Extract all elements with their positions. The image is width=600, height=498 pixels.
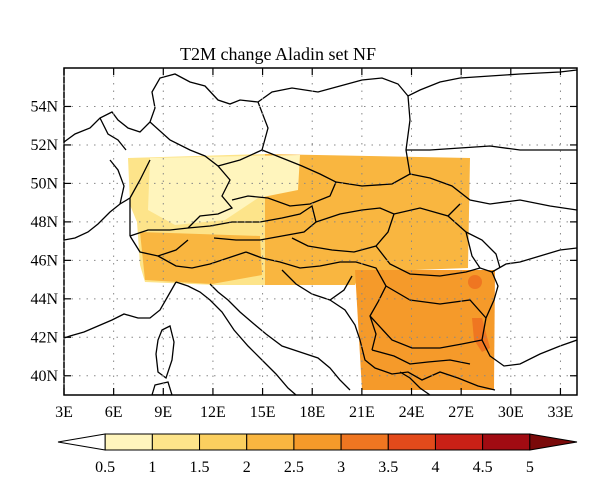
field-alps-band [140,232,262,284]
colorbar-segment [57,433,106,451]
colorbar-segment [482,433,531,451]
coastline-black-sea [481,271,577,367]
coastlines-and-borders [64,69,577,395]
lon-label: 24E [399,404,425,421]
colorbar-segment [199,433,248,451]
lon-label: 30E [498,404,524,421]
lon-label: 6E [105,404,123,421]
lon-label: 15E [250,404,276,421]
border-germany [149,121,234,229]
lon-label: 12E [200,404,226,421]
colorbar-segment [434,433,484,451]
colorbar-label: 3 [337,459,345,476]
coastline-italy [175,281,297,395]
colorbar-segment [151,433,201,451]
border-hungary [291,207,395,253]
colorbar-label: 5 [526,459,534,476]
field-warm-spot [468,275,482,289]
border-moldova [465,231,501,269]
colorbar-label: 3.5 [378,459,398,476]
island-corsica [155,325,175,380]
lon-label: 21E [349,404,375,421]
gridlines [63,68,577,395]
border-benelux [99,117,127,205]
field-central-region [265,154,470,285]
lat-label: 40N [30,368,58,385]
colorbar-segment [104,433,153,451]
coastline-adriatic [209,283,351,391]
lat-label: 46N [30,252,58,269]
border-france [129,159,151,236]
colorbar-label: 2.5 [284,459,304,476]
lat-label: 54N [30,98,58,115]
field-cool-patch [148,155,300,225]
border-austria [187,204,317,241]
colorbar-label: 1.5 [190,459,210,476]
coastline-italy-west [64,281,177,339]
lat-labels: 54N 52N 50N 48N 46N 44N 42N 40N [30,98,58,384]
lon-label: 9E [154,404,172,421]
border-bosnia [281,269,353,301]
lat-label: 52N [30,137,58,154]
colorbar-label: 2 [243,459,251,476]
lon-label: 27E [448,404,474,421]
lat-label: 42N [30,329,58,346]
field-peak-patch [472,318,490,352]
colorbar: 0.5 1 1.5 2 2.5 3 3.5 4 4.5 5 [57,433,578,476]
colorbar-segment [246,433,295,451]
colorbar-segment [387,433,436,451]
colorbar-segment [340,433,389,451]
coastline-black-sea-north [491,247,577,273]
border-greece [371,349,471,365]
lon-label: 18E [299,404,325,421]
border-belarus [406,145,577,151]
colorbar-segment [293,433,342,451]
border-ukraine [409,173,577,217]
lat-label: 44N [30,291,58,308]
colorbar-label: 4.5 [473,459,493,476]
coastline-aegean [399,371,431,395]
lon-label: 3E [55,404,73,421]
coastline-balkans [329,299,496,391]
coastline-north [64,69,577,143]
lat-label: 48N [30,214,58,231]
colorbar-label: 4 [431,459,439,476]
border-bulgaria [369,285,487,349]
map-title: T2M change Aladin set NF [180,44,376,64]
lat-label: 50N [30,175,58,192]
field-southeast-region [355,270,495,390]
colorbar-label: 0.5 [95,459,115,476]
colorbar-segment [529,433,578,451]
lon-labels: 3E 6E 9E 12E 15E 18E 21E 24E 27E 30E 33E [55,404,573,421]
axis-ticks [63,68,577,395]
lon-label: 33E [548,404,574,421]
border-italy-north [157,251,247,269]
colorbar-label: 1 [148,459,156,476]
